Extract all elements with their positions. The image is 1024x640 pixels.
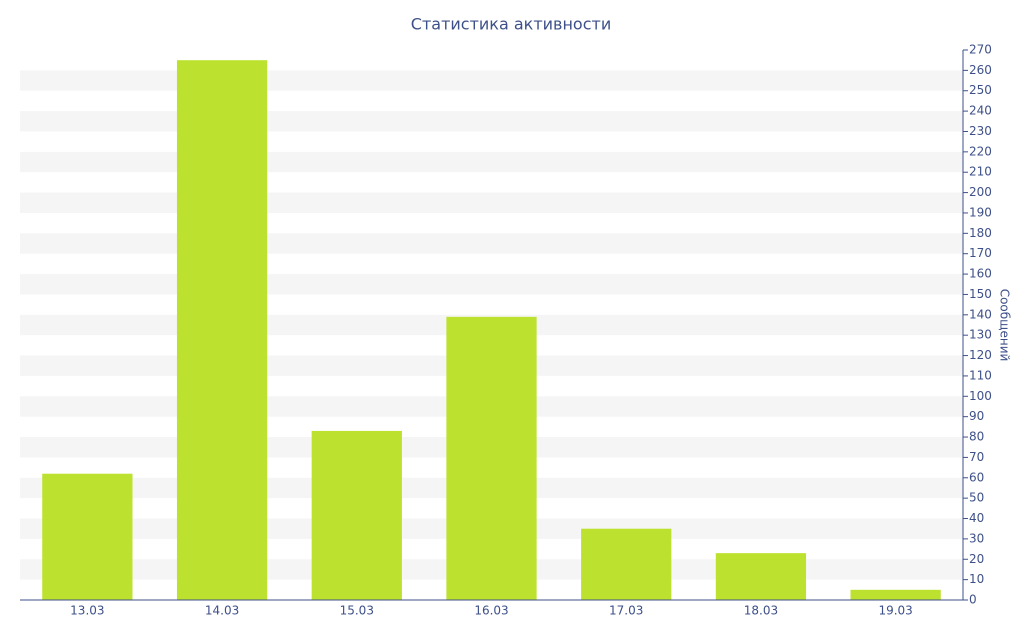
y-tick-label: 50 [969,491,984,505]
y-tick-label: 70 [969,450,984,464]
y-tick-label: 20 [969,552,984,566]
y-tick-label: 210 [969,165,992,179]
chart-title: Статистика активности [411,15,611,34]
x-tick-label: 19.03 [878,604,912,618]
y-tick-label: 80 [969,430,984,444]
grid-band [20,70,963,91]
y-tick-label: 250 [969,83,992,97]
x-tick-label: 13.03 [70,604,104,618]
grid-band [20,192,963,213]
y-tick-label: 260 [969,63,992,77]
x-tick-label: 17.03 [609,604,643,618]
y-tick-label: 150 [969,287,992,301]
y-tick-label: 220 [969,144,992,158]
grid-band [20,274,963,295]
y-tick-label: 180 [969,226,992,240]
y-tick-label: 110 [969,368,992,382]
bar [311,430,402,600]
x-tick-label: 14.03 [205,604,239,618]
y-tick-label: 120 [969,348,992,362]
y-tick-label: 60 [969,470,984,484]
y-tick-label: 40 [969,511,984,525]
x-tick-label: 15.03 [340,604,374,618]
y-tick-label: 100 [969,389,992,403]
bar [715,553,807,600]
y-axis-label: Сообщений [998,289,1012,362]
bar [176,60,268,601]
y-tick-label: 130 [969,328,992,342]
y-tick-label: 200 [969,185,992,199]
y-tick-label: 140 [969,307,992,321]
grid-band [20,233,963,254]
bar [42,473,133,600]
y-tick-label: 160 [969,267,992,281]
grid-band [20,151,963,173]
bar [581,528,672,600]
y-tick-label: 30 [969,531,984,545]
y-tick-label: 190 [969,205,992,219]
y-tick-label: 10 [969,572,984,586]
y-tick-label: 240 [969,104,992,118]
grid-band [20,111,963,132]
x-tick-label: 16.03 [474,604,508,618]
y-tick-label: 0 [969,593,977,607]
y-tick-label: 270 [969,43,992,57]
y-tick-label: 230 [969,124,992,138]
y-tick-label: 90 [969,409,984,423]
x-tick-label: 18.03 [744,604,778,618]
y-tick-label: 170 [969,246,992,260]
bar [446,316,537,600]
bar [850,589,941,600]
